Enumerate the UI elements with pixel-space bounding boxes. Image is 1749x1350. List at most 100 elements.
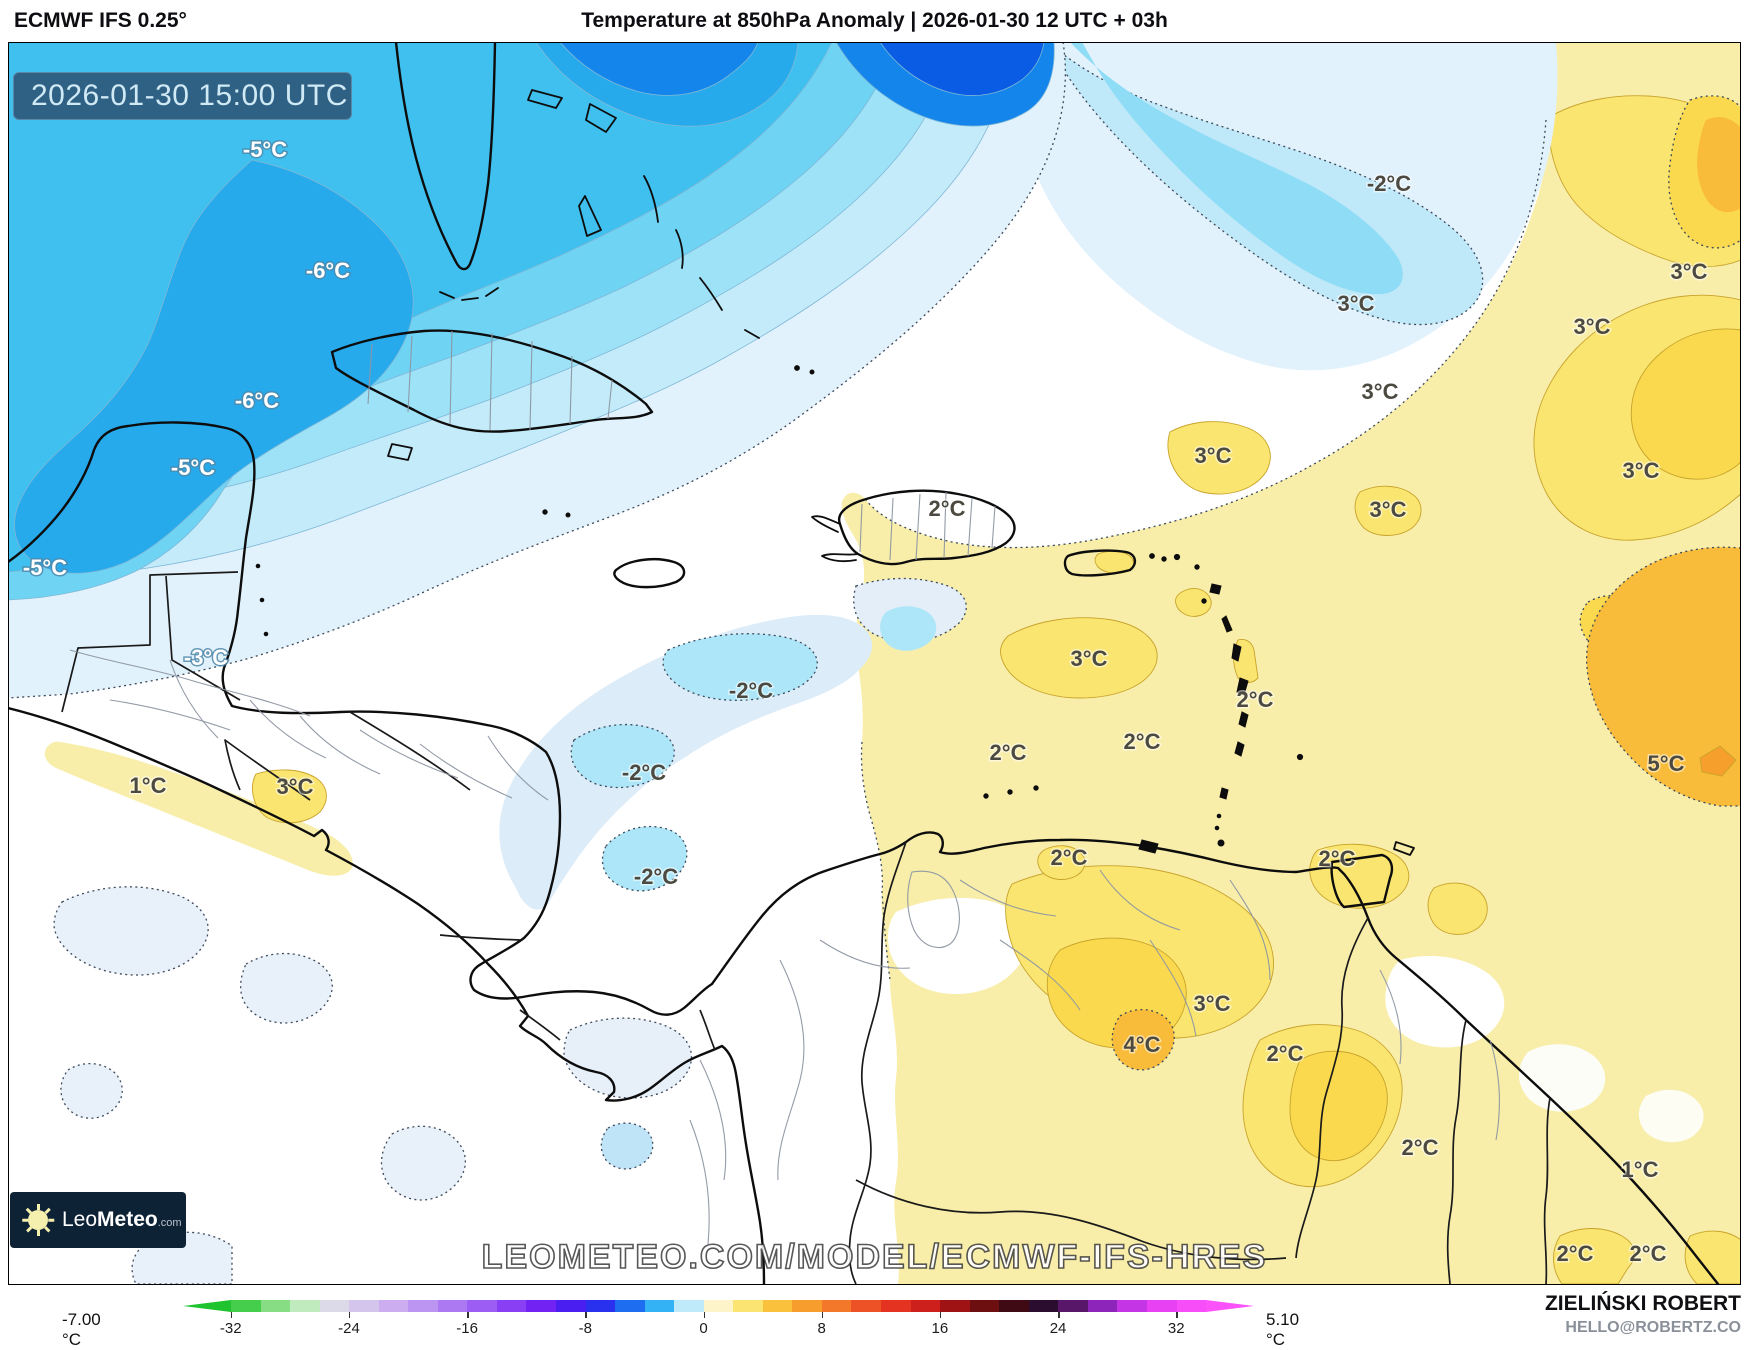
author-name: ZIELIŃSKI ROBERT (1544, 1292, 1741, 1315)
colorbar-segment (674, 1300, 704, 1312)
author-credit: ZIELIŃSKI ROBERT HELLO@ROBERTZ.CO (1545, 1292, 1741, 1337)
temp-label: 3°C (1195, 443, 1232, 468)
temp-label: 3°C (1362, 379, 1399, 404)
temp-label: 1°C (1622, 1157, 1659, 1182)
colorbar-segment (940, 1300, 970, 1312)
colorbar-segment (231, 1300, 261, 1312)
colorbar-segment (644, 1300, 675, 1312)
colorbar-tick-label: -16 (456, 1320, 478, 1337)
colorbar-segment (1176, 1300, 1207, 1312)
colorbar-right-arrow (1206, 1300, 1254, 1312)
temp-label: 2°C (929, 496, 966, 521)
colorbar-segment (1117, 1300, 1147, 1312)
colorbar-segment (792, 1300, 822, 1312)
temp-label: 1°C (130, 773, 167, 798)
temp-label: 5°C (1648, 751, 1685, 776)
temp-label: -2°C (634, 864, 678, 889)
colorbar-tick-label: -32 (219, 1320, 242, 1337)
colorbar-tick-label: 8 (817, 1320, 826, 1337)
temp-label: -2°C (729, 678, 773, 703)
temp-label: 3°C (1071, 646, 1108, 671)
page-title: Temperature at 850hPa Anomaly | 2026-01-… (581, 9, 1168, 32)
header-bar: ECMWF IFS 0.25° Temperature at 850hPa An… (0, 0, 1749, 42)
temp-label: -6°C (235, 388, 279, 413)
sun-icon (24, 1204, 52, 1236)
temp-label: 2°C (1124, 729, 1161, 754)
temp-label: 4°C (1124, 1032, 1161, 1057)
temp-label: -5°C (23, 555, 67, 580)
timestamp-text: 2026-01-30 15:00 UTC (31, 79, 348, 112)
colorbar-tick-label: -24 (338, 1320, 360, 1337)
temp-label: -2°C (622, 760, 666, 785)
colorbar-segment (881, 1300, 911, 1312)
timestamp-badge: 2026-01-30 15:00 UTC (13, 72, 352, 120)
colorbar-tick-mark (1058, 1312, 1060, 1318)
temp-label: 2°C (1237, 687, 1274, 712)
author-contact: HELLO@ROBERTZ.CO (1565, 1319, 1741, 1336)
colorbar-max-label: 5.10 °C (1266, 1310, 1300, 1349)
colorbar-tick-label: 32 (1167, 1320, 1185, 1337)
coastlines (8, 42, 1720, 1285)
temp-label: 3°C (1574, 314, 1611, 339)
colorbar-tick-label: 24 (1049, 1320, 1067, 1337)
contour-lines (8, 42, 1547, 981)
lesser-antilles (983, 553, 1304, 854)
temp-label: 2°C (1051, 845, 1088, 870)
temp-label: 2°C (1319, 846, 1356, 871)
colorbar-segment (615, 1300, 645, 1312)
colorbar-tick-mark (703, 1312, 705, 1318)
temp-label: 3°C (1623, 458, 1660, 483)
model-name: ECMWF IFS 0.25° (14, 9, 187, 32)
colorbar-segment (703, 1300, 734, 1312)
colorbar-segment (1087, 1300, 1118, 1312)
admin-borders (69, 330, 1500, 1245)
temp-label: -5°C (243, 137, 287, 162)
temp-label: 2°C (1557, 1241, 1594, 1266)
colorbar-segment (851, 1300, 882, 1312)
colorbar-segment (999, 1300, 1029, 1312)
colorbar-segment (408, 1300, 438, 1312)
temp-label: 3°C (1370, 497, 1407, 522)
colorbar-segment (526, 1300, 557, 1312)
warm-anomaly-field (44, 42, 1741, 1285)
temp-label: -2°C (1367, 171, 1411, 196)
temp-label: 2°C (1630, 1241, 1667, 1266)
colorbar-tick-mark (1176, 1312, 1178, 1318)
colorbar-segment (733, 1300, 763, 1312)
anomaly-labels: -5°C -6°C -6°C -5°C -5°C -3°C -2°C 3°C 3°C 3°C 3°C… (21, 136, 1709, 1268)
temp-label: -5°C (171, 455, 215, 480)
colorbar-segment (821, 1300, 852, 1312)
colorbar-segment (349, 1300, 379, 1312)
colorbar-segment (910, 1300, 941, 1312)
colorbar-segment (260, 1300, 291, 1312)
colorbar-tick-mark (230, 1312, 233, 1318)
cold-anomaly-field (8, 42, 1066, 698)
colorbar-segment (467, 1300, 497, 1312)
temp-label: 2°C (1267, 1041, 1304, 1066)
leometeo-logo: LeoMeteo.com (10, 1192, 186, 1248)
colorbar-min-label: -7.00 °C (62, 1310, 101, 1349)
temp-label: -3°C (184, 645, 228, 670)
colorbar-segment (1028, 1300, 1059, 1312)
colorbar-segment (319, 1300, 350, 1312)
colorbar-tick-mark (467, 1312, 469, 1318)
colorbar-tick-mark (585, 1312, 587, 1318)
colorbar-segment (556, 1300, 586, 1312)
colorbar-segment (585, 1300, 616, 1312)
temp-label: 2°C (990, 740, 1027, 765)
colorbar-segment (290, 1300, 320, 1312)
temp-label: 3°C (1194, 991, 1231, 1016)
pale-patches (53, 886, 466, 1285)
ne-cold-strip (1026, 42, 1558, 371)
caribbean-cool-tongue (499, 577, 967, 1170)
colorbar-gradient (231, 1300, 1207, 1312)
colorbar-segment (437, 1300, 468, 1312)
colorbar-tick-mark (939, 1312, 942, 1318)
colorbar-segment (762, 1300, 793, 1312)
colorbar-tick-mark (348, 1312, 351, 1318)
colorbar-segment (1146, 1300, 1177, 1312)
colorbar-segment (969, 1300, 1000, 1312)
colorbar-tick-label: -8 (578, 1320, 592, 1337)
colorbar-tick-label: 16 (931, 1320, 949, 1337)
